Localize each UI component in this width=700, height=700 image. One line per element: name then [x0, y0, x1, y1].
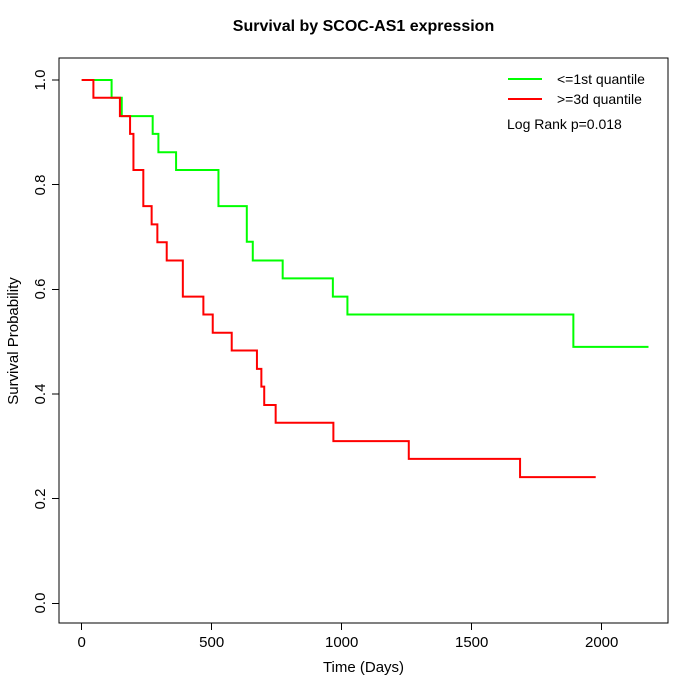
- x-tick-label: 1500: [455, 634, 489, 651]
- x-tick-label: 0: [77, 634, 86, 651]
- plot-box: [58, 57, 669, 624]
- y-tick-label: 0.4: [32, 383, 49, 405]
- km-curve-high-expression: [81, 79, 596, 479]
- x-tick-label: 500: [199, 634, 225, 651]
- y-axis-label: Survival Probability: [5, 277, 22, 405]
- chart-title: Survival by SCOC-AS1 expression: [232, 18, 495, 35]
- y-tick-label: 0.8: [32, 174, 49, 196]
- y-tick-label: 0.6: [32, 278, 49, 300]
- x-tick-label: 1000: [325, 634, 359, 651]
- legend-label-high-expression: >=3d quantile: [557, 91, 642, 107]
- x-axis-label: Time (Days): [322, 659, 405, 676]
- log-rank-p-value: Log Rank p=0.018: [507, 116, 622, 132]
- y-tick-label: 0.0: [32, 592, 49, 614]
- legend-label-low-expression: <=1st quantile: [557, 71, 645, 87]
- y-tick-label: 1.0: [32, 69, 49, 91]
- y-tick-label: 0.2: [32, 488, 49, 510]
- legend-line-high-expression: [508, 98, 542, 100]
- x-tick-label: 2000: [585, 634, 619, 651]
- legend-line-low-expression: [508, 78, 542, 80]
